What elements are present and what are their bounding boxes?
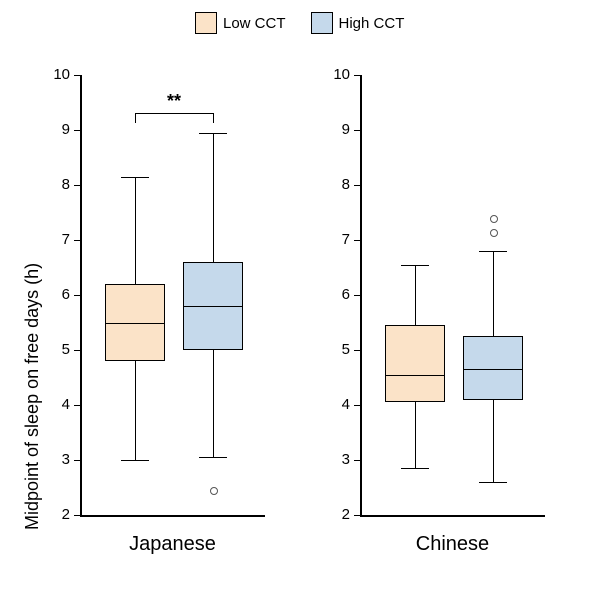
legend-swatch-low <box>195 12 217 34</box>
y-tick <box>74 405 80 406</box>
whisker-cap <box>121 177 149 178</box>
y-tick-label: 9 <box>45 121 70 138</box>
y-tick-label: 6 <box>325 286 350 303</box>
whisker <box>415 265 416 326</box>
whisker-cap <box>401 468 429 469</box>
whisker-cap <box>199 133 227 134</box>
y-tick-label: 10 <box>325 66 350 83</box>
outlier <box>490 215 498 223</box>
outlier <box>490 229 498 237</box>
whisker <box>213 350 214 457</box>
median-line <box>105 323 165 324</box>
whisker <box>213 133 214 262</box>
legend-item-low: Low CCT <box>195 12 286 34</box>
whisker <box>135 177 136 284</box>
whisker-cap <box>121 460 149 461</box>
whisker-cap <box>199 457 227 458</box>
y-tick <box>354 405 360 406</box>
y-tick <box>354 240 360 241</box>
y-tick-label: 7 <box>45 231 70 248</box>
legend-label-high: High CCT <box>339 15 405 32</box>
y-tick-label: 3 <box>325 451 350 468</box>
y-tick <box>354 460 360 461</box>
median-line <box>183 306 243 307</box>
y-tick-label: 9 <box>325 121 350 138</box>
y-tick <box>74 295 80 296</box>
y-axis <box>80 75 82 515</box>
y-tick <box>354 130 360 131</box>
chart-container: Low CCT High CCT Midpoint of sleep on free… <box>0 0 596 607</box>
y-tick <box>74 350 80 351</box>
x-category-label: Chinese <box>360 533 545 556</box>
y-tick-label: 4 <box>45 396 70 413</box>
outlier <box>210 487 218 495</box>
legend-item-high: High CCT <box>311 12 405 34</box>
y-tick <box>74 130 80 131</box>
whisker <box>493 400 494 483</box>
significance-bracket-tick <box>213 113 214 123</box>
significance-bracket <box>135 113 213 114</box>
whisker-cap <box>401 265 429 266</box>
box-high <box>463 336 523 399</box>
y-tick <box>354 185 360 186</box>
y-tick-label: 7 <box>325 231 350 248</box>
y-tick-label: 2 <box>45 506 70 523</box>
y-tick <box>354 515 360 516</box>
y-tick-label: 4 <box>325 396 350 413</box>
y-tick <box>74 75 80 76</box>
y-tick-label: 3 <box>45 451 70 468</box>
whisker <box>415 402 416 468</box>
legend: Low CCT High CCT <box>195 12 404 34</box>
significance-label: ** <box>159 91 189 112</box>
whisker <box>135 361 136 460</box>
whisker <box>493 251 494 336</box>
significance-bracket-tick <box>135 113 136 123</box>
y-tick <box>354 350 360 351</box>
whisker-cap <box>479 251 507 252</box>
y-tick-label: 5 <box>325 341 350 358</box>
y-tick <box>74 515 80 516</box>
y-axis <box>360 75 362 515</box>
y-tick-label: 8 <box>45 176 70 193</box>
x-axis <box>80 515 265 517</box>
legend-label-low: Low CCT <box>223 15 286 32</box>
y-tick-label: 10 <box>45 66 70 83</box>
y-tick-label: 6 <box>45 286 70 303</box>
median-line <box>385 375 445 376</box>
x-axis <box>360 515 545 517</box>
y-tick-label: 8 <box>325 176 350 193</box>
whisker-cap <box>479 482 507 483</box>
y-tick <box>74 460 80 461</box>
box-low <box>385 325 445 402</box>
legend-swatch-high <box>311 12 333 34</box>
y-tick <box>74 185 80 186</box>
y-tick <box>74 240 80 241</box>
x-category-label: Japanese <box>80 533 265 556</box>
median-line <box>463 369 523 370</box>
y-axis-label: Midpoint of sleep on free days (h) <box>22 263 43 530</box>
y-tick <box>354 75 360 76</box>
y-tick-label: 2 <box>325 506 350 523</box>
y-tick-label: 5 <box>45 341 70 358</box>
y-tick <box>354 295 360 296</box>
